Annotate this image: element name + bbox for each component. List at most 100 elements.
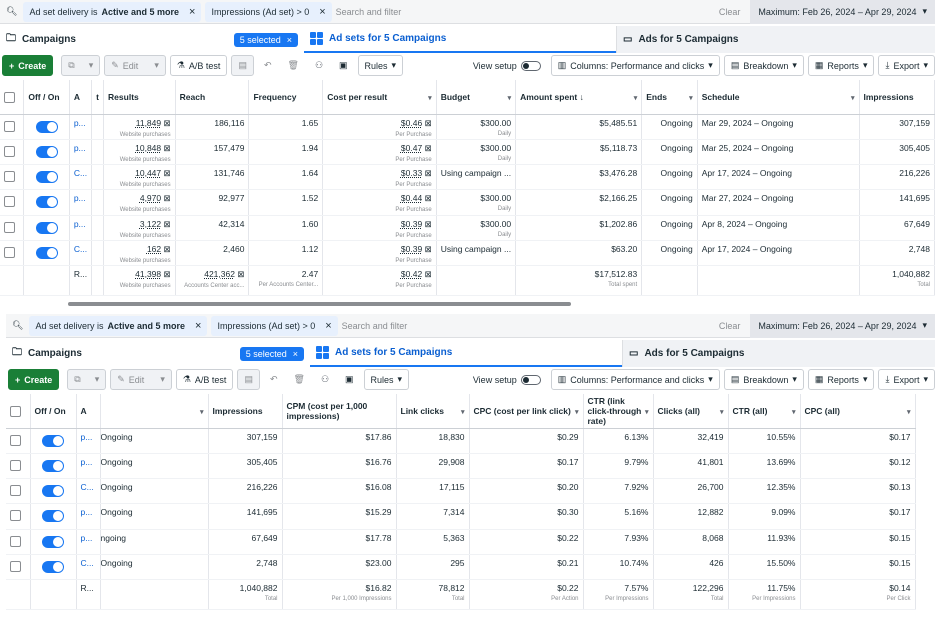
row-select[interactable]	[0, 139, 25, 166]
results-value[interactable]: 4,970	[139, 193, 162, 204]
duplicate-button[interactable]: ⧉ ▾	[67, 369, 107, 390]
preview-button[interactable]: ▣	[339, 369, 360, 390]
adset-name-cell[interactable]: p...	[69, 189, 93, 216]
row-checkbox[interactable]	[10, 434, 21, 446]
select-all-header[interactable]	[6, 394, 31, 429]
edit-button[interactable]: ✎ Edit ▾	[104, 55, 166, 76]
delivery-toggle[interactable]	[42, 560, 64, 573]
header-a[interactable]: A	[69, 80, 93, 115]
row-select[interactable]	[6, 453, 31, 480]
budget-cell[interactable]: $300.00 Daily	[436, 114, 517, 140]
toggle-switch[interactable]	[520, 60, 541, 71]
header-link-clicks[interactable]: Link clicks ▾	[396, 394, 470, 429]
header-t[interactable]: t	[91, 80, 105, 115]
row-checkbox[interactable]	[10, 485, 21, 497]
table-row[interactable]: p... 4,970 ⊠ Website purchases 92,977 1.52 $0…	[0, 189, 935, 216]
export-button[interactable]: ⤓ Export ▾	[878, 369, 935, 390]
header-amount-spent[interactable]: Amount spent ↓ ▾	[515, 80, 643, 115]
cpr-value[interactable]: $0.39	[400, 218, 423, 229]
row-toggle-cell[interactable]	[23, 189, 70, 216]
breakdown-button[interactable]: ▤ Breakdown ▾	[723, 55, 804, 76]
table-row[interactable]: p... Ongoing 141,695 $15.29 7,314 $0.30 5.16% 1…	[6, 503, 916, 530]
archive-button[interactable]: ▤	[237, 369, 260, 390]
header-results[interactable]: Results	[103, 80, 176, 115]
budget-cell[interactable]: $300.00 Daily	[436, 215, 517, 241]
tab-adsets[interactable]: Ad sets for 5 Campaigns	[310, 340, 622, 367]
budget-cell[interactable]: Using campaign ...	[436, 164, 517, 191]
row-select[interactable]	[6, 428, 31, 454]
adset-name-link[interactable]: C...	[73, 243, 88, 254]
header-ends[interactable]: Ends ▾	[641, 80, 698, 115]
row-checkbox[interactable]	[10, 459, 21, 471]
delivery-toggle[interactable]	[42, 434, 64, 447]
table-row[interactable]: p... 11,849 ⊠ Website purchases 186,116 1.65…	[0, 114, 935, 140]
delete-button[interactable]: 🗑︎	[282, 55, 305, 76]
row-select[interactable]	[6, 529, 31, 555]
tab-adsets[interactable]: Ad sets for 5 Campaigns	[304, 26, 616, 53]
search-input[interactable]: Search and filter	[341, 320, 408, 331]
delivery-toggle[interactable]	[42, 510, 64, 523]
close-icon[interactable]: ×	[189, 5, 196, 18]
cpr-value[interactable]: $0.47	[400, 142, 423, 153]
adset-name-link[interactable]: C...	[80, 482, 94, 493]
header-off-on[interactable]: Off / On	[23, 80, 70, 115]
delivery-toggle[interactable]	[35, 221, 58, 234]
header-schedule[interactable]: Schedule ▾	[697, 80, 860, 115]
table-row[interactable]: C... Ongoing 216,226 $16.08 17,115 $0.20 7.92%…	[6, 478, 916, 505]
close-icon[interactable]: ×	[195, 319, 202, 332]
columns-button[interactable]: ▥ Columns: Performance and clicks ▾	[550, 55, 720, 76]
row-checkbox[interactable]	[4, 221, 15, 233]
table-row[interactable]: p... Ongoing 305,405 $16.76 29,908 $0.17 9.79%…	[6, 453, 916, 480]
clear-button[interactable]: Clear	[718, 320, 741, 331]
row-toggle-cell[interactable]	[23, 164, 70, 191]
results-value[interactable]: 3,122	[139, 218, 162, 229]
edit-button[interactable]: ✎ Edit ▾	[110, 369, 172, 390]
header-ctr-link[interactable]: CTR (link click-through rate) ▾	[583, 394, 654, 429]
delivery-toggle[interactable]	[42, 485, 64, 498]
audience-button[interactable]: ⚇	[315, 369, 335, 390]
preview-button[interactable]: ▣	[333, 55, 354, 76]
archive-button[interactable]: ▤	[231, 55, 254, 76]
row-toggle-cell[interactable]	[23, 215, 70, 241]
budget-cell[interactable]: $300.00 Daily	[436, 139, 517, 166]
row-checkbox[interactable]	[4, 145, 15, 157]
row-checkbox[interactable]	[4, 196, 15, 208]
header-budget[interactable]: Budget ▾	[436, 80, 517, 115]
adset-name-cell[interactable]: C...	[69, 240, 93, 267]
tab-ads[interactable]: ▭ Ads for 5 Campaigns	[616, 26, 935, 53]
filter-chip-delivery[interactable]: Ad set delivery is Active and 5 more ×	[23, 1, 202, 22]
header-ends-partial[interactable]: ▾	[100, 394, 209, 429]
adset-name-link[interactable]: C...	[73, 168, 88, 179]
adset-name-link[interactable]: C...	[80, 557, 94, 568]
table-row[interactable]: p... 3,122 ⊠ Website purchases 42,314 1.60 $0…	[0, 215, 935, 241]
filter-bar[interactable]: 🔍︎ Ad set delivery is Active and 5 more …	[0, 0, 935, 24]
selected-badge[interactable]: 5 selected ×	[233, 32, 298, 47]
header-off-on[interactable]: Off / On	[30, 394, 77, 429]
header-frequency[interactable]: Frequency	[248, 80, 324, 115]
budget-cell[interactable]: Using campaign ...	[436, 240, 517, 267]
row-checkbox[interactable]	[10, 535, 21, 547]
header-clicks-all[interactable]: Clicks (all) ▾	[653, 394, 729, 429]
undo-button[interactable]: ↶	[258, 55, 278, 76]
rules-button[interactable]: Rules ▾	[363, 369, 410, 390]
row-toggle-cell[interactable]	[30, 529, 77, 555]
adset-name-cell[interactable]: p...	[69, 139, 93, 166]
row-select[interactable]	[0, 114, 25, 140]
adset-name-cell[interactable]: C...	[76, 554, 101, 581]
select-all-header[interactable]	[0, 80, 25, 115]
date-range-picker[interactable]: Maximum: Feb 26, 2024 – Apr 29, 2024 ▾	[750, 314, 935, 338]
row-toggle-cell[interactable]	[30, 453, 77, 480]
adset-name-link[interactable]: p...	[73, 117, 86, 128]
results-value[interactable]: 10,447	[135, 168, 162, 179]
table-row[interactable]: C... Ongoing 2,748 $23.00 295 $0.21 10.74% 426 1…	[6, 554, 916, 581]
breakdown-button[interactable]: ▤ Breakdown ▾	[723, 369, 804, 390]
row-select[interactable]	[0, 164, 25, 191]
header-cost-per-result[interactable]: Cost per result ▾	[322, 80, 437, 115]
duplicate-button[interactable]: ⧉ ▾	[61, 55, 101, 76]
filter-chip-delivery[interactable]: Ad set delivery is Active and 5 more ×	[29, 315, 208, 336]
row-checkbox[interactable]	[4, 120, 15, 132]
select-all-checkbox[interactable]	[10, 405, 21, 417]
reports-button[interactable]: ▦ Reports ▾	[807, 369, 875, 390]
cpr-value[interactable]: $0.44	[400, 193, 423, 204]
row-checkbox[interactable]	[10, 560, 21, 572]
